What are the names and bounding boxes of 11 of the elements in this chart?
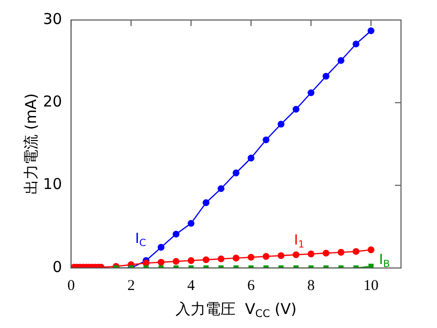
- x-tick-label: 8: [307, 278, 315, 294]
- x-tick-label: 10: [364, 278, 379, 294]
- y-tick-label: 0: [52, 258, 62, 276]
- x-tick-label: 4: [187, 278, 196, 294]
- y-axis-title: 出力電流 (mA): [22, 93, 40, 195]
- y-tick-label: 30: [42, 10, 62, 28]
- x-tick-label: 0: [67, 278, 75, 294]
- y-tick-label: 20: [42, 92, 62, 111]
- x-tick-label: 2: [127, 278, 135, 294]
- x-tick-label: 6: [247, 278, 256, 294]
- y-tick-label: 10: [42, 175, 62, 194]
